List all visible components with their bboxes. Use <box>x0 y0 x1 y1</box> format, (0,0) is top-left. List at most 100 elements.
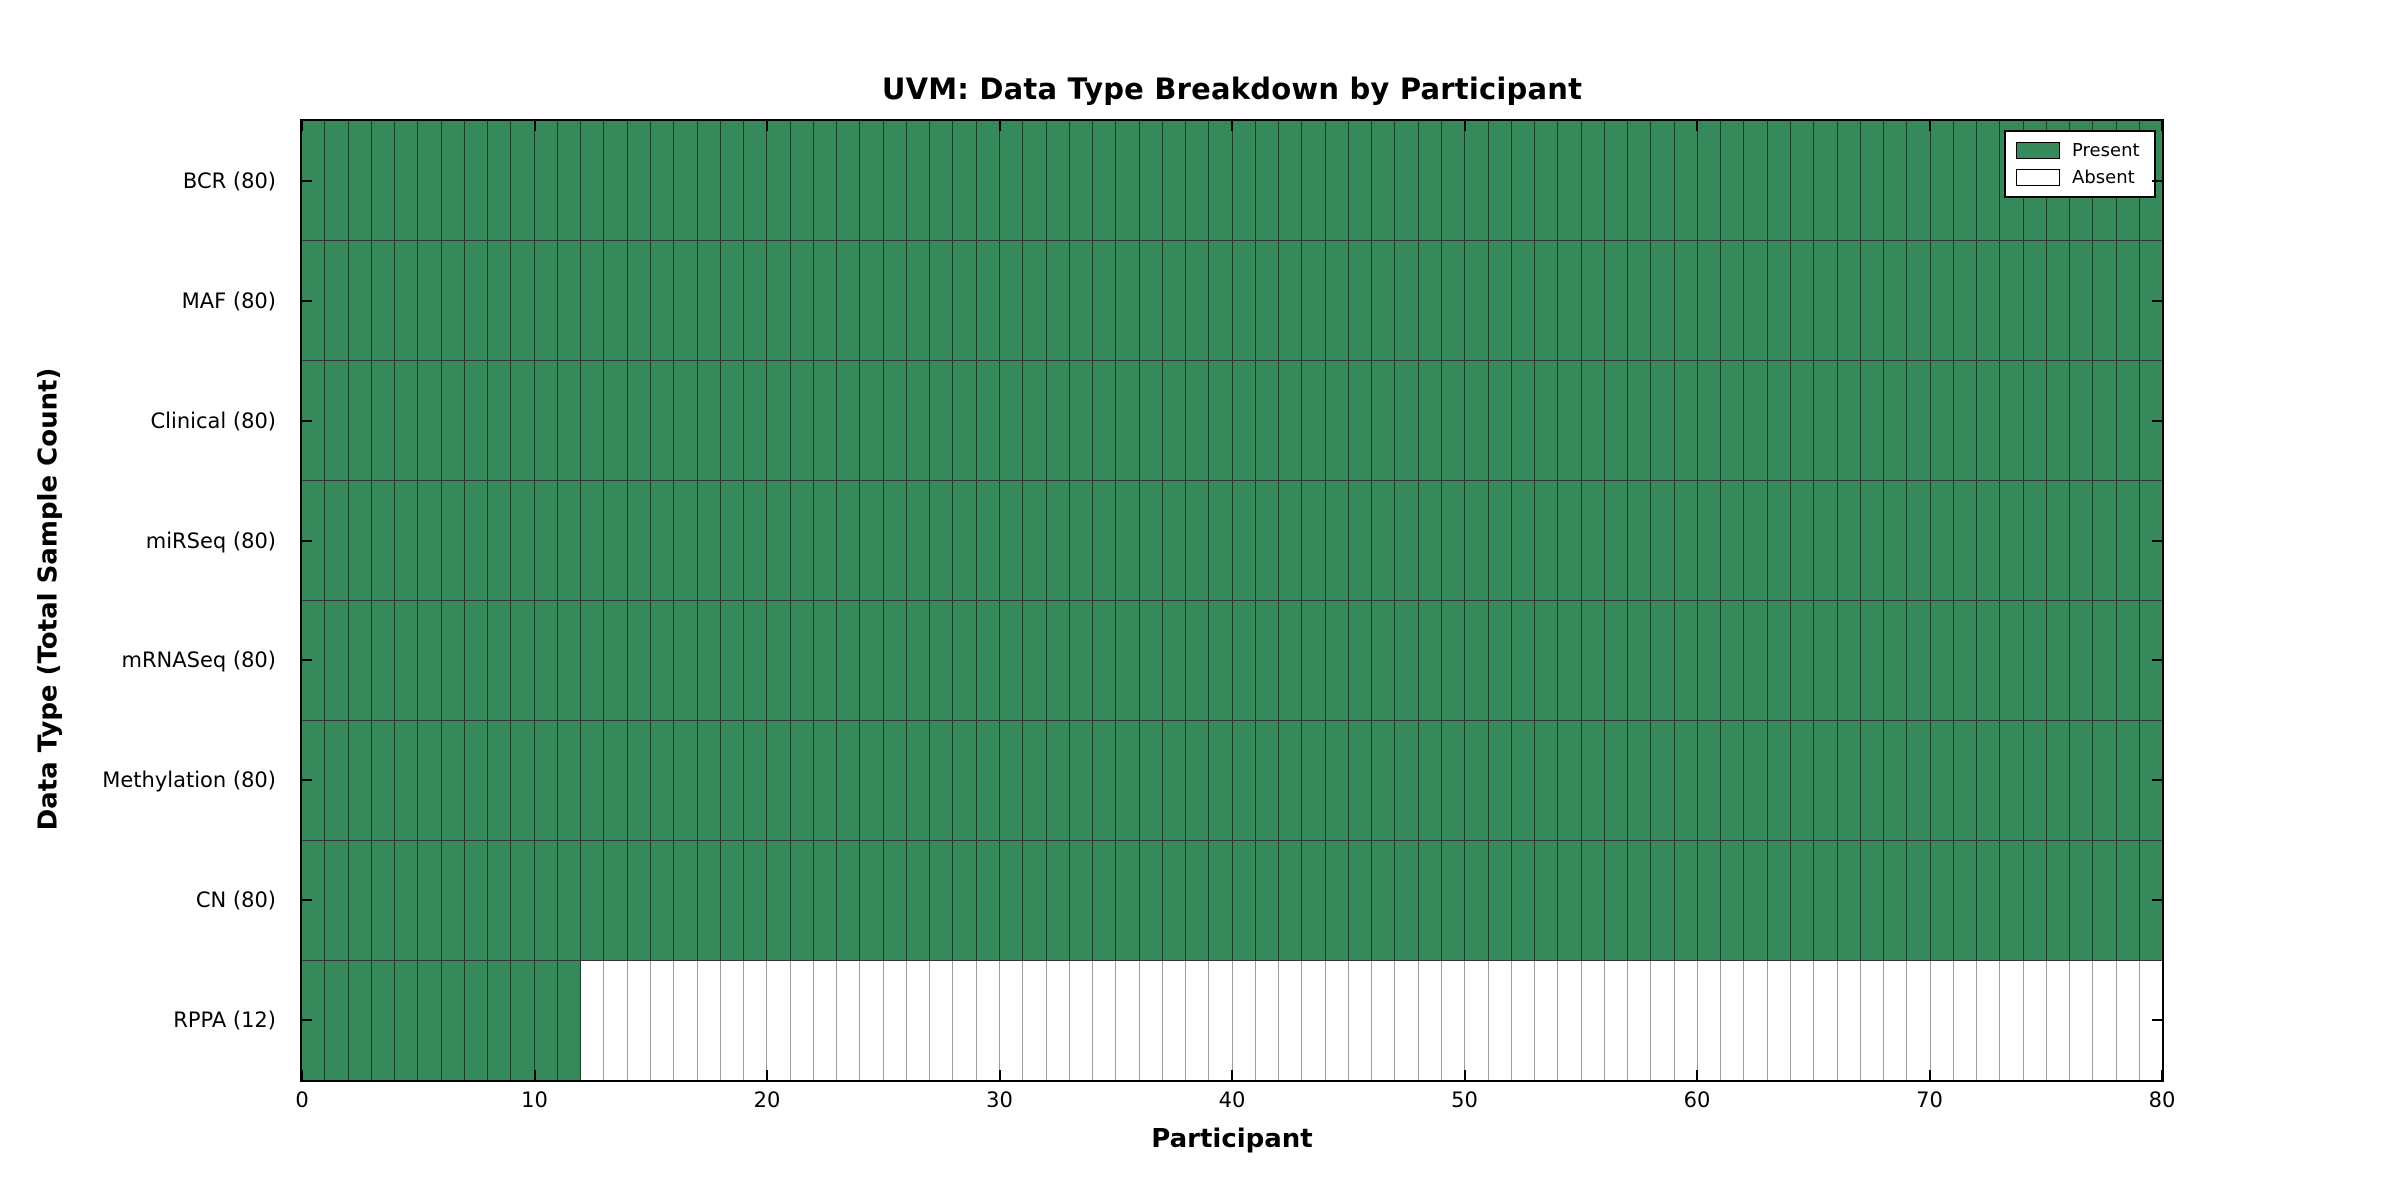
cell <box>2116 721 2140 840</box>
cell <box>1535 721 1559 840</box>
cell <box>1651 601 1675 720</box>
x-tick-label-50: 50 <box>1451 1088 1478 1112</box>
cell <box>627 721 651 840</box>
cell <box>650 841 675 960</box>
cell <box>1930 241 1954 360</box>
cell <box>1442 841 1466 960</box>
cell <box>1511 841 1536 960</box>
cell <box>1697 481 1722 600</box>
cell <box>1674 721 1698 840</box>
cell <box>1488 961 1512 1080</box>
cell <box>1372 961 1396 1080</box>
x-tick-label-10: 10 <box>521 1088 548 1112</box>
cell <box>1232 601 1256 720</box>
cell <box>1628 361 1652 480</box>
cell <box>581 721 605 840</box>
cell <box>906 241 931 360</box>
cell <box>1186 121 1210 240</box>
cell <box>1442 721 1466 840</box>
cell <box>837 481 861 600</box>
cell <box>1465 481 1489 600</box>
cell <box>418 961 442 1080</box>
cell <box>441 241 465 360</box>
cell <box>1325 601 1349 720</box>
x-tick-label-30: 30 <box>986 1088 1013 1112</box>
cell <box>1046 601 1070 720</box>
y-tick-left-Clinical <box>302 419 312 422</box>
cell <box>906 121 931 240</box>
cell <box>1139 361 1163 480</box>
cell <box>1279 841 1303 960</box>
cell <box>2116 481 2140 600</box>
cell <box>1721 361 1745 480</box>
chart-title: UVM: Data Type Breakdown by Participant <box>881 72 1583 106</box>
legend-swatch-absent-icon <box>2016 169 2060 186</box>
cell <box>860 721 884 840</box>
cell <box>767 721 791 840</box>
cell <box>953 601 977 720</box>
y-tick-left-CN <box>302 899 312 902</box>
cell <box>674 121 698 240</box>
cell <box>1116 961 1140 1080</box>
cell <box>395 121 419 240</box>
cell <box>2070 601 2094 720</box>
cell <box>744 601 768 720</box>
legend-label-absent: Absent <box>2072 167 2135 188</box>
cell <box>1186 601 1210 720</box>
x-tick-top <box>998 121 1001 131</box>
cell <box>1023 601 1047 720</box>
cell <box>1814 961 1838 1080</box>
cell <box>371 841 396 960</box>
cell <box>557 961 582 1080</box>
cell <box>1651 961 1675 1080</box>
cell <box>1604 361 1629 480</box>
cell <box>441 721 465 840</box>
cell <box>534 841 558 960</box>
cell <box>418 481 442 600</box>
cell <box>325 841 349 960</box>
cell <box>1442 601 1466 720</box>
cell <box>1674 361 1698 480</box>
cell <box>930 121 954 240</box>
cell <box>371 481 396 600</box>
cell <box>1418 961 1443 1080</box>
x-tick-bottom <box>2161 1070 2163 1080</box>
cell <box>395 361 419 480</box>
cell <box>1255 961 1280 1080</box>
heatmap-row-mRNASeq <box>302 601 2163 721</box>
cell <box>441 121 465 240</box>
cell <box>2093 841 2117 960</box>
cell <box>1628 841 1652 960</box>
cell <box>697 121 721 240</box>
cell <box>674 601 698 720</box>
cell <box>720 361 745 480</box>
cell <box>557 601 582 720</box>
cell <box>650 481 675 600</box>
cell <box>1023 361 1047 480</box>
cell <box>1139 721 1163 840</box>
cell <box>1791 841 1815 960</box>
cell <box>1325 841 1349 960</box>
cell <box>1977 481 2001 600</box>
cell <box>581 121 605 240</box>
cell <box>1651 241 1675 360</box>
cell <box>1930 361 1954 480</box>
x-tick-bottom <box>766 1070 768 1080</box>
cell <box>1535 241 1559 360</box>
cell <box>2023 481 2047 600</box>
cell <box>860 121 884 240</box>
cell <box>1791 361 1815 480</box>
cell <box>1186 961 1210 1080</box>
cell <box>860 961 884 1080</box>
cell <box>1628 961 1652 1080</box>
cell <box>1767 841 1791 960</box>
cell <box>1302 361 1326 480</box>
cell <box>1860 241 1885 360</box>
cell <box>1418 481 1443 600</box>
cell <box>627 841 651 960</box>
cell <box>441 841 465 960</box>
cell <box>1744 601 1768 720</box>
cell <box>883 481 907 600</box>
cell <box>1977 361 2001 480</box>
cell <box>2046 601 2071 720</box>
